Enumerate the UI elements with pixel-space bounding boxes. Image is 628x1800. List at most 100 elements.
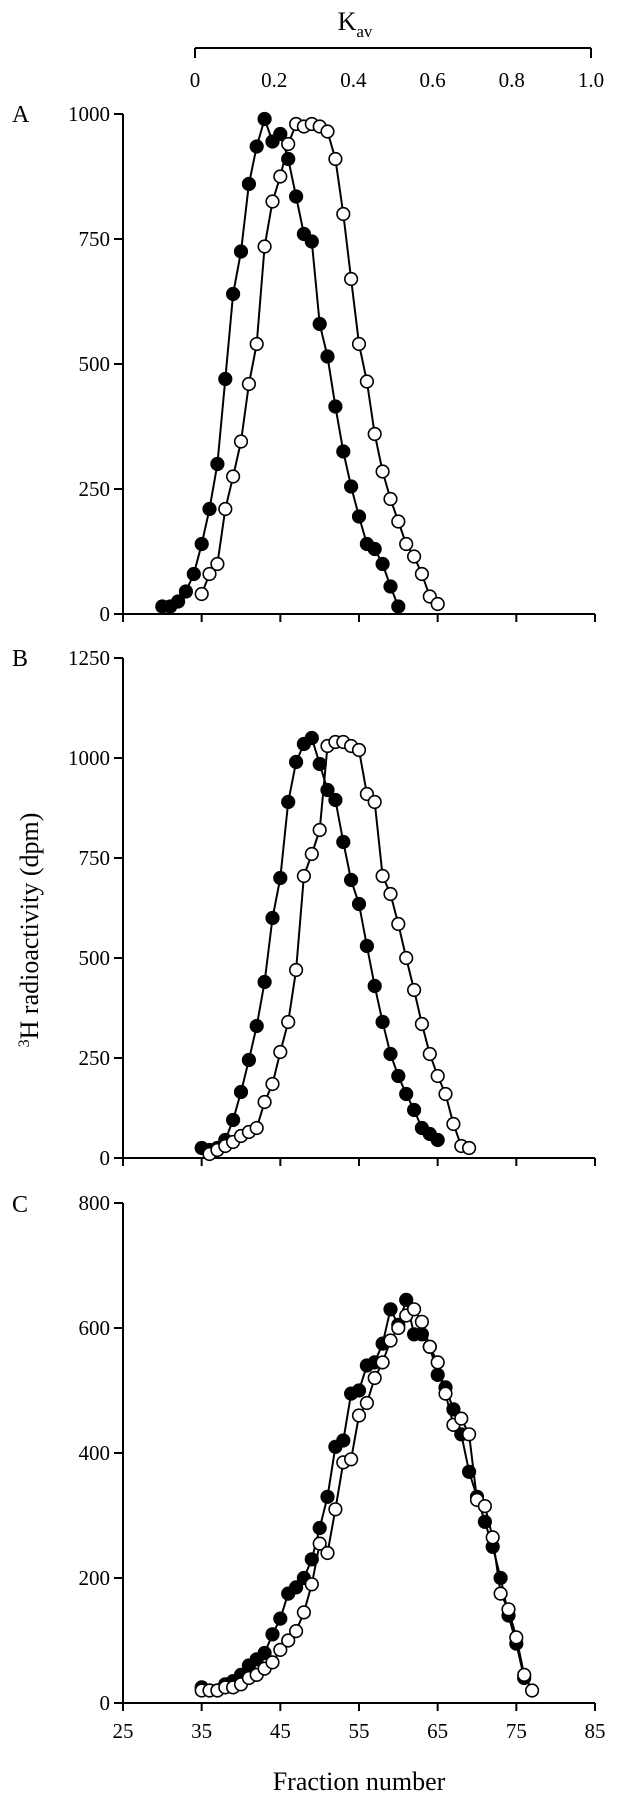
x-tick-label: 85 [585,1719,606,1743]
panel-b-point-open [296,868,312,884]
panel-b-letter: B [12,646,28,672]
panel-c-point-open [438,1386,453,1401]
panel-c-point-open [493,1586,508,1601]
panel-a-point-open [430,596,445,612]
panel-c-point-open [524,1683,540,1698]
kav-tick-label: 0.6 [419,68,445,92]
panel-a-point-open [328,151,343,167]
kav-axis-title: Kav [338,7,373,41]
panel-a-point-filled [194,536,209,552]
panel-a-point-filled [304,234,319,249]
panel-b-point-open [304,846,319,862]
panel-b-point-filled [399,1086,414,1102]
panel-b-point-filled [328,792,343,808]
panel-b-point-filled [226,1112,241,1128]
panel-c-point-open [375,1355,390,1370]
kav-tick-label: 0 [190,68,201,92]
panel-c-y-tick-label: 600 [79,1316,111,1340]
panel-a-point-open [391,514,406,529]
panel-a-point-filled [273,126,288,142]
x-tick-label: 55 [349,1719,370,1743]
panel-a-point-filled [375,556,390,572]
panel-b-point-filled [257,974,272,990]
panel-b-point-filled [281,794,296,810]
panel-c-point-open [414,1314,430,1329]
panel-a-series-open-line [200,122,439,605]
panel-c-point-open [422,1339,437,1354]
panel-b-point-open [383,886,398,902]
panel-c-point-filled [304,1552,319,1567]
panel-b-point-open [375,868,390,884]
panel-c-point-open [304,1577,319,1592]
panel-a-point-filled [226,286,241,302]
panel-b-point-open [351,742,367,758]
kav-tick-label: 1.0 [578,68,604,92]
panel-b-y-tick-label: 750 [79,846,111,870]
panel-c-point-open [462,1427,477,1442]
panel-a-point-filled [249,139,264,154]
kav-axis-title-main: K [338,7,357,36]
panel-c-point-filled [312,1520,327,1536]
panel-b-point-filled [249,1018,264,1034]
panel-c-point-open [383,1333,398,1348]
panel-c-point-filled [399,1292,414,1307]
panel-c-point-filled [265,1627,280,1642]
panel-a-point-filled [281,151,296,167]
panel-a-point-open [351,336,367,352]
panel-a-point-filled [178,584,193,599]
panel-a-y-tick-label: 750 [79,227,111,251]
panel-b-point-filled [383,1046,398,1062]
panel-c-point-open [359,1395,375,1411]
panel-a-point-open [375,464,390,479]
panel-a-point-open [202,566,217,582]
x-axis-title: Fraction number [273,1767,446,1796]
panel-a-point-open [273,169,288,184]
panel-a-point-filled [328,399,343,414]
panel-c-point-filled [273,1611,288,1626]
panel-a-point-open [399,536,414,552]
panel-c-point-open [312,1536,327,1551]
panel-b-point-open [257,1094,272,1110]
panel-b-y-tick-label: 1250 [68,646,110,670]
panel-b-point-filled [304,730,319,746]
panel-c-y-tick-label: 800 [79,1191,111,1215]
panel-c-point-open [296,1605,312,1620]
panel-a-point-filled [351,509,367,524]
panel-b: B 0 250 500 750 1000 1250 [12,646,596,1170]
panel-c-y-tick-label: 400 [79,1441,111,1465]
panel-c-point-filled [414,1327,430,1342]
panel-a-y-tick-label: 250 [79,477,111,501]
panel-a-point-filled [383,579,398,594]
panel-a-letter: A [12,102,30,128]
panel-a-point-filled [202,501,217,517]
panel-c-point-filled [477,1514,493,1529]
panel-b-point-filled [359,938,375,954]
panel-c-point-filled [289,1580,304,1595]
panel-c-point-open [430,1355,445,1370]
panel-b-point-filled [407,1102,422,1118]
panel-c-point-open [454,1411,469,1426]
panel-a-point-open [281,136,296,152]
panel-b-point-filled [312,756,327,772]
panel-a-point-open [367,426,382,442]
panel-c-point-open [391,1320,406,1336]
panel-a-point-open [383,491,398,507]
panel-a-point-filled [336,444,351,459]
panel-c-point-open [344,1452,359,1467]
panel-a-point-open [320,124,335,139]
panel-a-point-filled [391,599,406,614]
panel-a-point-open [226,469,241,484]
panel-b-point-open [265,1076,280,1092]
panel-b-point-filled [351,896,367,912]
panel-c-point-open [517,1667,532,1682]
panel-c-point-open [485,1530,500,1545]
y-axis-title: 3H radioactivity (dpm) [15,813,44,1048]
panel-a-point-open [336,206,351,222]
panel-c-point-open [407,1302,422,1317]
panel-c-point-open [501,1602,516,1617]
panel-c-point-open [367,1370,382,1386]
kav-top-axis: Kav 0 0.2 0.4 0.6 0.8 1.0 [190,7,604,92]
x-tick-label: 75 [506,1719,527,1743]
panel-c-point-open [265,1655,280,1670]
panel-b-point-open [289,962,304,978]
